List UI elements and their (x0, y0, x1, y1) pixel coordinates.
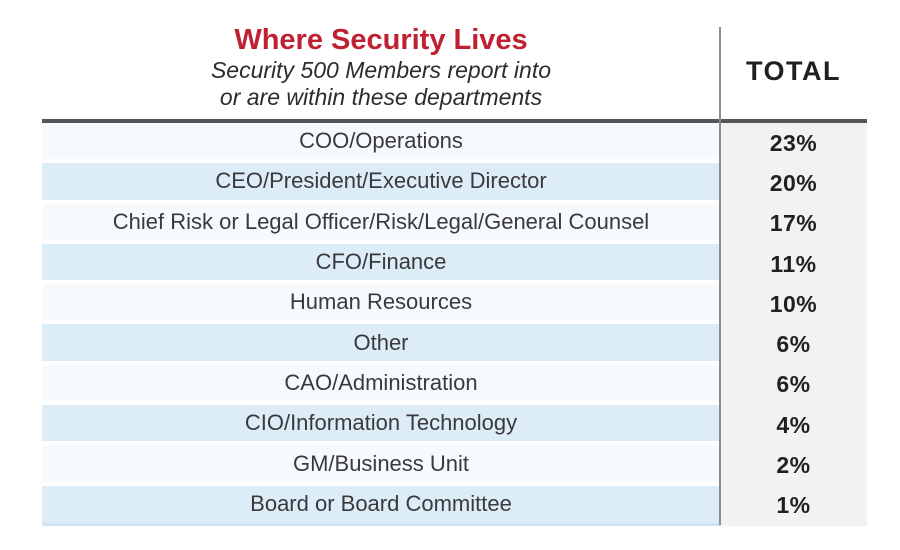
table-row: GM/Business Unit 2% (42, 445, 867, 486)
department-cell: GM/Business Unit (42, 445, 720, 486)
table-subtitle-line-1: Security 500 Members report into (210, 57, 552, 83)
table-row: CAO/Administration 6% (42, 364, 867, 406)
department-cell: CEO/President/Executive Director (42, 163, 720, 204)
table-row: CEO/President/Executive Director 20% (42, 163, 867, 204)
table-row: Chief Risk or Legal Officer/Risk/Legal/G… (42, 203, 867, 244)
department-cell: Chief Risk or Legal Officer/Risk/Legal/G… (42, 203, 720, 244)
total-cell: 6% (776, 371, 811, 398)
table-row: CIO/Information Technology 4% (42, 405, 867, 446)
table-row: CFO/Finance 11% (42, 243, 867, 285)
table-header: Where Security Lives Security 500 Member… (42, 0, 867, 119)
table-row: Human Resources 10% (42, 284, 867, 325)
table-row: Other 6% (42, 324, 867, 365)
total-cell: 4% (776, 411, 811, 438)
total-column-header-cell: TOTAL (720, 0, 867, 119)
department-cell: CFO/Finance (42, 243, 720, 285)
total-cell: 1% (776, 492, 811, 519)
table-row: Board or Board Committee 1% (42, 485, 867, 526)
department-cell: Board or Board Committee (42, 485, 720, 526)
total-column-header: TOTAL (746, 56, 841, 86)
total-cell: 23% (769, 129, 818, 156)
total-cell: 20% (769, 169, 818, 196)
security-table: Where Security Lives Security 500 Member… (42, 0, 867, 527)
total-cell: 6% (776, 331, 811, 358)
table-body: COO/Operations 23% CEO/President/Executi… (42, 123, 867, 526)
department-cell: Human Resources (42, 284, 720, 325)
department-cell: CIO/Information Technology (42, 405, 720, 446)
department-cell: Other (42, 324, 720, 365)
total-cell: 10% (769, 290, 818, 317)
table-row: COO/Operations 23% (42, 123, 867, 164)
table-title: Where Security Lives (234, 24, 528, 56)
department-cell: COO/Operations (42, 123, 720, 164)
header-rule (42, 119, 867, 123)
total-cell: 17% (769, 210, 818, 237)
total-cell: 2% (776, 452, 811, 479)
table-rows: COO/Operations 23% CEO/President/Executi… (42, 123, 867, 526)
header-title-block: Where Security Lives Security 500 Member… (42, 0, 720, 119)
table-subtitle-line-2: or are within these departments (219, 84, 543, 110)
total-column-background (720, 123, 867, 526)
department-cell: CAO/Administration (42, 364, 720, 406)
total-cell: 11% (770, 250, 817, 277)
column-divider-line (719, 27, 721, 525)
